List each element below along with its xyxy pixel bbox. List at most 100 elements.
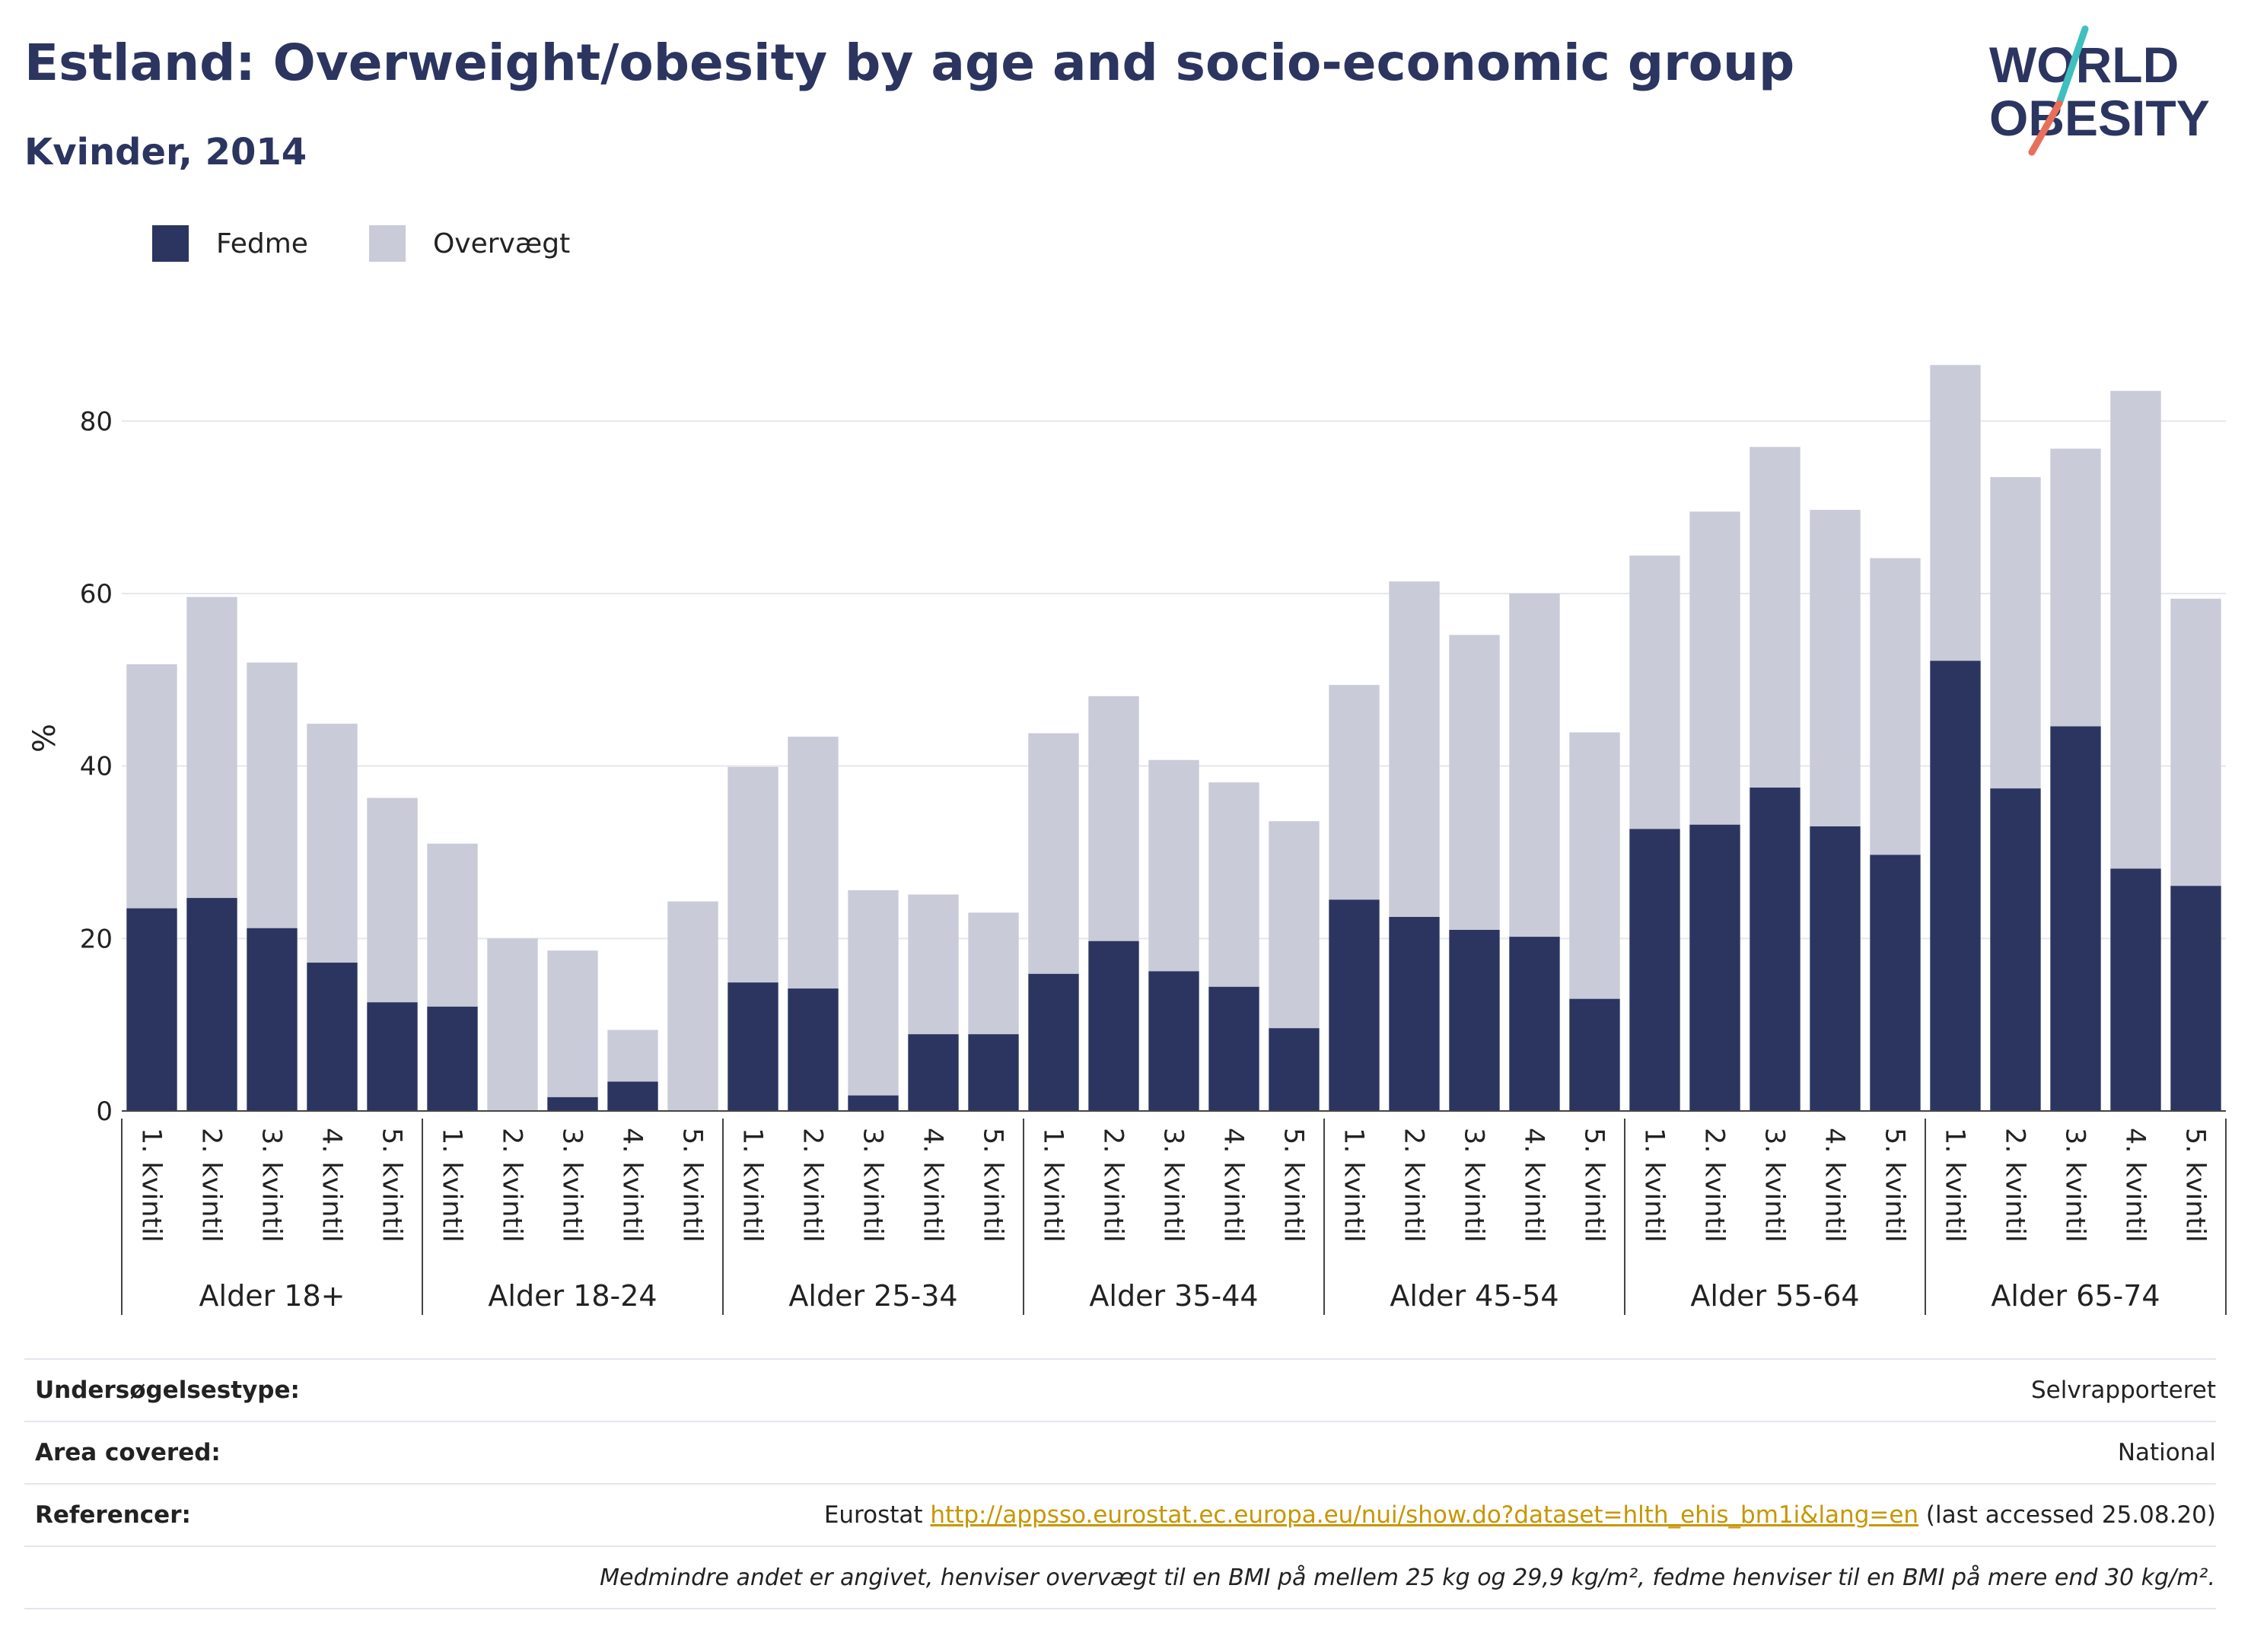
legend-item-overvaegt[interactable]: Overvægt xyxy=(368,225,571,262)
logo-slash-coral xyxy=(2028,100,2063,156)
bar-fedme xyxy=(607,1081,658,1111)
references-prefix: Eurostat xyxy=(823,1501,931,1529)
x-tick-label: 2. kvintil xyxy=(1399,1128,1429,1243)
meta-survey-type-label: Undersøgelsestype: xyxy=(35,1377,300,1404)
logo-slash-teal xyxy=(2055,25,2089,107)
bar-overvaegt xyxy=(126,664,177,909)
x-tick-label: 3. kvintil xyxy=(557,1128,587,1243)
bar-fedme xyxy=(1028,973,1079,1111)
bar-fedme xyxy=(1930,660,1981,1111)
bar-overvaegt xyxy=(1449,635,1500,930)
bar-fedme xyxy=(427,1006,478,1111)
legend-swatch-overvaegt xyxy=(368,225,406,262)
bar-overvaegt xyxy=(1870,558,1921,855)
meta-area-value: National xyxy=(2117,1439,2216,1466)
bar-fedme xyxy=(1088,941,1139,1111)
meta-references-label: Referencer: xyxy=(35,1501,191,1529)
group-label: Alder 65-74 xyxy=(1991,1279,2160,1313)
bar-overvaegt xyxy=(1689,511,1740,825)
x-tick-label: 2. kvintil xyxy=(2000,1128,2030,1243)
meta-row-footnote: Medmindre andet er angivet, henviser ove… xyxy=(24,1546,2216,1609)
group-label: Alder 35-44 xyxy=(1089,1279,1258,1313)
bar-fedme xyxy=(1870,855,1921,1111)
meta-references-value: Eurostat http://appsso.eurostat.ec.europ… xyxy=(387,1484,2216,1546)
bar-fedme xyxy=(848,1095,899,1111)
bar-overvaegt xyxy=(1269,821,1320,1029)
y-tick-label: 60 xyxy=(80,579,113,610)
bar-fedme xyxy=(547,1097,598,1111)
bar-fedme xyxy=(1449,930,1500,1111)
stacked-bar-chart: 0 20 40 60 80% 1. kvintil 2. kvintil 3. kvintil… xyxy=(27,364,2227,1315)
x-tick-label: 2. kvintil xyxy=(798,1128,828,1243)
x-tick-label: 4. kvintil xyxy=(918,1128,948,1243)
x-tick-label: 3. kvintil xyxy=(2060,1128,2090,1243)
bar-fedme xyxy=(908,1034,959,1111)
bar-overvaegt xyxy=(547,950,598,1097)
bar-overvaegt xyxy=(1629,555,1680,829)
x-tick-label: 4. kvintil xyxy=(617,1128,648,1243)
legend-item-fedme[interactable]: Fedme xyxy=(152,225,308,262)
references-link[interactable]: http://appsso.eurostat.ec.europa.eu/nui/… xyxy=(930,1501,1919,1529)
group-label: Alder 55-64 xyxy=(1690,1279,1859,1313)
logo-text-world: WORLD xyxy=(1989,37,2179,93)
bar-overvaegt xyxy=(1509,594,1560,937)
x-tick-label: 4. kvintil xyxy=(1218,1128,1249,1243)
legend-label-overvaegt: Overvægt xyxy=(432,228,571,259)
y-axis-label: % xyxy=(27,724,62,753)
bar-fedme xyxy=(1389,917,1440,1111)
bar-fedme xyxy=(1629,829,1680,1111)
bar-fedme xyxy=(788,988,839,1111)
x-tick-label: 3. kvintil xyxy=(1459,1128,1489,1243)
meta-row-references: Referencer: Eurostat http://appsso.euros… xyxy=(24,1484,2216,1546)
bar-fedme xyxy=(1750,788,1800,1111)
x-tick-label: 2. kvintil xyxy=(1699,1128,1730,1243)
x-tick-label: 3. kvintil xyxy=(1158,1128,1189,1243)
bar-overvaegt xyxy=(848,890,899,1096)
x-tick-label: 1. kvintil xyxy=(737,1128,768,1243)
x-tick-label: 5. kvintil xyxy=(377,1128,407,1243)
chart-title: Estland: Overweight/obesity by age and s… xyxy=(24,33,1795,92)
bar-fedme xyxy=(968,1034,1019,1111)
x-tick-label: 1. kvintil xyxy=(1639,1128,1670,1243)
x-tick-label: 3. kvintil xyxy=(858,1128,888,1243)
bar-fedme xyxy=(728,982,778,1111)
bar-overvaegt xyxy=(1389,581,1440,917)
bar-fedme xyxy=(1689,824,1740,1111)
bar-overvaegt xyxy=(427,843,478,1007)
x-tick-label: 4. kvintil xyxy=(317,1128,347,1243)
logo-text-obesity: OBESITY xyxy=(1989,90,2210,146)
references-suffix: (last accessed 25.08.20) xyxy=(1918,1501,2216,1529)
x-tick-label: 5. kvintil xyxy=(1278,1128,1309,1243)
bar-overvaegt xyxy=(1750,447,1800,788)
bar-fedme xyxy=(1208,986,1259,1111)
x-tick-label: 1. kvintil xyxy=(437,1128,467,1243)
x-tick-label: 1. kvintil xyxy=(136,1128,167,1243)
chart-legend: Fedme Overvægt xyxy=(152,225,631,262)
y-tick-label: 20 xyxy=(80,924,113,954)
x-tick-label: 5. kvintil xyxy=(1579,1128,1609,1243)
chart-subtitle: Kvinder, 2014 xyxy=(24,131,307,173)
x-tick-label: 1. kvintil xyxy=(1940,1128,1970,1243)
bar-overvaegt xyxy=(2050,448,2101,727)
bar-overvaegt xyxy=(968,912,1019,1035)
bar-overvaegt xyxy=(1990,477,2041,789)
x-tick-label: 4. kvintil xyxy=(1519,1128,1549,1243)
bar-overvaegt xyxy=(1810,510,1861,826)
metadata-table: Undersøgelsestype: Selvrapporteret Area … xyxy=(24,1358,2216,1609)
legend-label-fedme: Fedme xyxy=(216,228,308,259)
group-label: Alder 45-54 xyxy=(1390,1279,1559,1313)
bar-fedme xyxy=(247,928,298,1111)
y-tick-label: 0 xyxy=(96,1097,113,1127)
bar-overvaegt xyxy=(247,662,298,928)
bar-fedme xyxy=(367,1002,418,1111)
bar-overvaegt xyxy=(2110,390,2161,869)
meta-area-label: Area covered: xyxy=(35,1439,221,1466)
bar-overvaegt xyxy=(667,901,718,1111)
x-tick-label: 4. kvintil xyxy=(2120,1128,2151,1243)
x-tick-label: 5. kvintil xyxy=(1880,1128,1910,1243)
bar-overvaegt xyxy=(728,766,778,983)
x-tick-label: 4. kvintil xyxy=(1820,1128,1850,1243)
legend-swatch-fedme xyxy=(152,225,189,262)
group-label: Alder 18-24 xyxy=(488,1279,657,1313)
bar-fedme xyxy=(126,908,177,1111)
